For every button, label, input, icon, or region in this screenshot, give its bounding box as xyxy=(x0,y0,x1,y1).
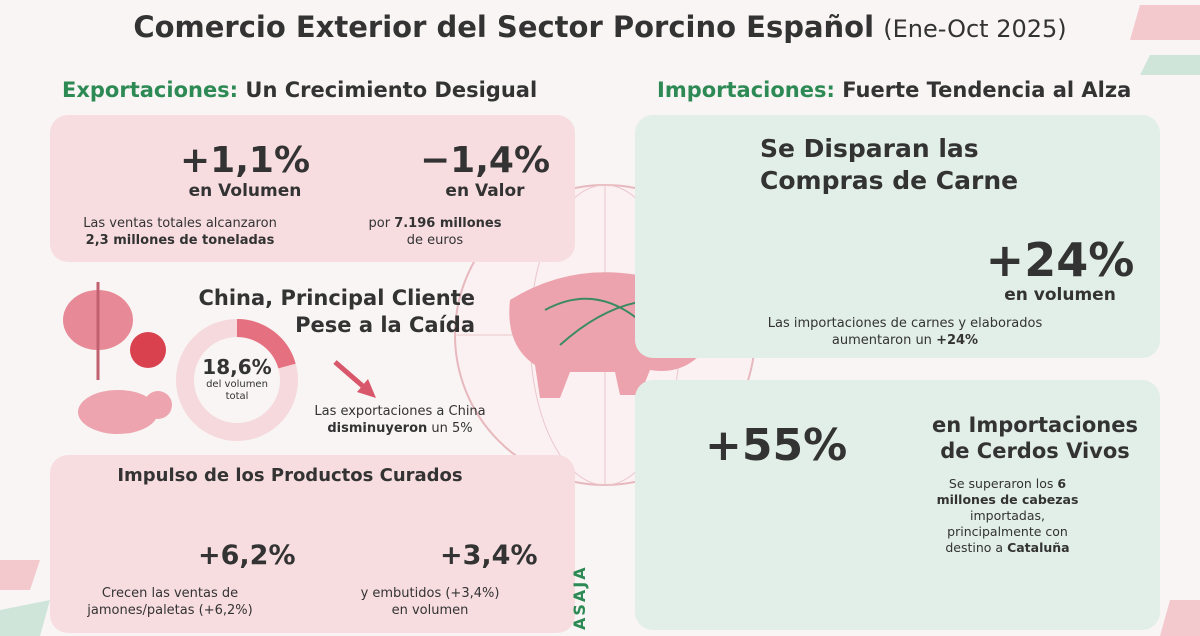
note: Las ventas totales alcanzaron xyxy=(83,216,277,231)
note: de euros xyxy=(406,233,464,248)
heading-lead: Importaciones: xyxy=(657,78,835,102)
share-label: del volumen xyxy=(206,379,268,390)
meat-stat: +24% en volumen xyxy=(980,235,1140,305)
value-note: por 7.196 millones de euros xyxy=(345,215,525,249)
title-line: Compras de Carne xyxy=(760,166,1019,195)
title-line: Se Disparan las xyxy=(760,134,979,163)
stat-label: en volumen xyxy=(1004,285,1116,305)
china-note: Las exportaciones a China disminuyeron un… xyxy=(300,403,500,437)
stat-value: +24% xyxy=(985,233,1135,287)
value-stat: −1,4% en Valor xyxy=(420,140,550,201)
note: destino a xyxy=(945,540,1004,555)
note-bold: +24% xyxy=(936,333,979,348)
note: Crecen las ventas de xyxy=(101,586,239,601)
note-bold: 6 millones de cabezas xyxy=(936,476,1079,507)
sausage-value: +3,4% xyxy=(440,540,538,571)
heading: Un Crecimiento Desigual xyxy=(245,78,538,102)
note-lead: Se superaron los xyxy=(948,476,1054,491)
note-bold: Cataluña xyxy=(1007,540,1070,555)
china-title: China, Principal Cliente Pese a la Caída xyxy=(175,285,475,339)
heading: Fuerte Tendencia al Alza xyxy=(842,78,1132,102)
cured-card xyxy=(50,455,575,633)
exports-card xyxy=(50,115,575,262)
note: jamones/paletas (+6,2%) xyxy=(87,603,253,618)
ham-note: Crecen las ventas de jamones/paletas (+6,… xyxy=(75,585,265,619)
note-lead: por xyxy=(368,216,391,231)
note-end: un 5% xyxy=(431,421,473,436)
volume-note: Las ventas totales alcanzaron 2,3 millone… xyxy=(60,215,300,249)
title-row: Comercio Exterior del Sector Porcino Esp… xyxy=(0,10,1200,44)
meat-title: Se Disparan las Compras de Carne xyxy=(760,133,1018,197)
title: Comercio Exterior del Sector Porcino Esp… xyxy=(133,10,875,44)
stat-label: en Valor xyxy=(445,181,525,201)
china-share: 18,6% del volumen total xyxy=(187,355,287,403)
stat-value: −1,4% xyxy=(420,140,551,181)
note: aumentaron un xyxy=(831,333,932,348)
share-label: total xyxy=(225,391,249,402)
note-bold: 7.196 millones xyxy=(394,216,502,231)
title-line: de Cerdos Vivos xyxy=(940,439,1130,463)
title-line: China, Principal Cliente xyxy=(198,286,475,310)
brand: ASAJA xyxy=(570,565,589,630)
live-note: Se superaron los 6 millones de cabezas i… xyxy=(920,476,1095,556)
live-title: en Importaciones de Cerdos Vivos xyxy=(920,412,1150,464)
stat-value: +1,1% xyxy=(180,140,311,181)
note: Las importaciones de carnes y elaborados xyxy=(767,316,1043,331)
meat-note: Las importaciones de carnes y elaborados… xyxy=(740,315,1070,349)
ham-value: +6,2% xyxy=(198,540,296,571)
note-bold: 2,3 millones de toneladas xyxy=(85,233,275,248)
note: importadas, xyxy=(969,508,1045,523)
note-bold: disminuyeron xyxy=(327,421,428,436)
imports-heading: Importaciones: Fuerte Tendencia al Alza xyxy=(657,78,1131,102)
note: principalmente con xyxy=(947,524,1068,539)
title-line: Pese a la Caída xyxy=(295,313,475,337)
period: (Ene-Oct 2025) xyxy=(883,15,1067,43)
note: en volumen xyxy=(391,603,469,618)
live-card xyxy=(635,380,1160,630)
note: Las exportaciones a China xyxy=(314,404,486,419)
exports-heading: Exportaciones: Un Crecimiento Desigual xyxy=(62,78,537,102)
title-line: en Importaciones xyxy=(932,413,1138,437)
cured-title: Impulso de los Productos Curados xyxy=(117,465,463,486)
sausage-note: y embutidos (+3,4%) en volumen xyxy=(345,585,515,619)
live-value: +55% xyxy=(705,420,848,471)
note: y embutidos (+3,4%) xyxy=(360,586,500,601)
meat-card xyxy=(635,115,1160,358)
volume-stat: +1,1% en Volumen xyxy=(180,140,310,201)
stat-label: en Volumen xyxy=(188,181,302,201)
share: 18,6% xyxy=(202,355,272,379)
heading-lead: Exportaciones: xyxy=(62,78,239,102)
